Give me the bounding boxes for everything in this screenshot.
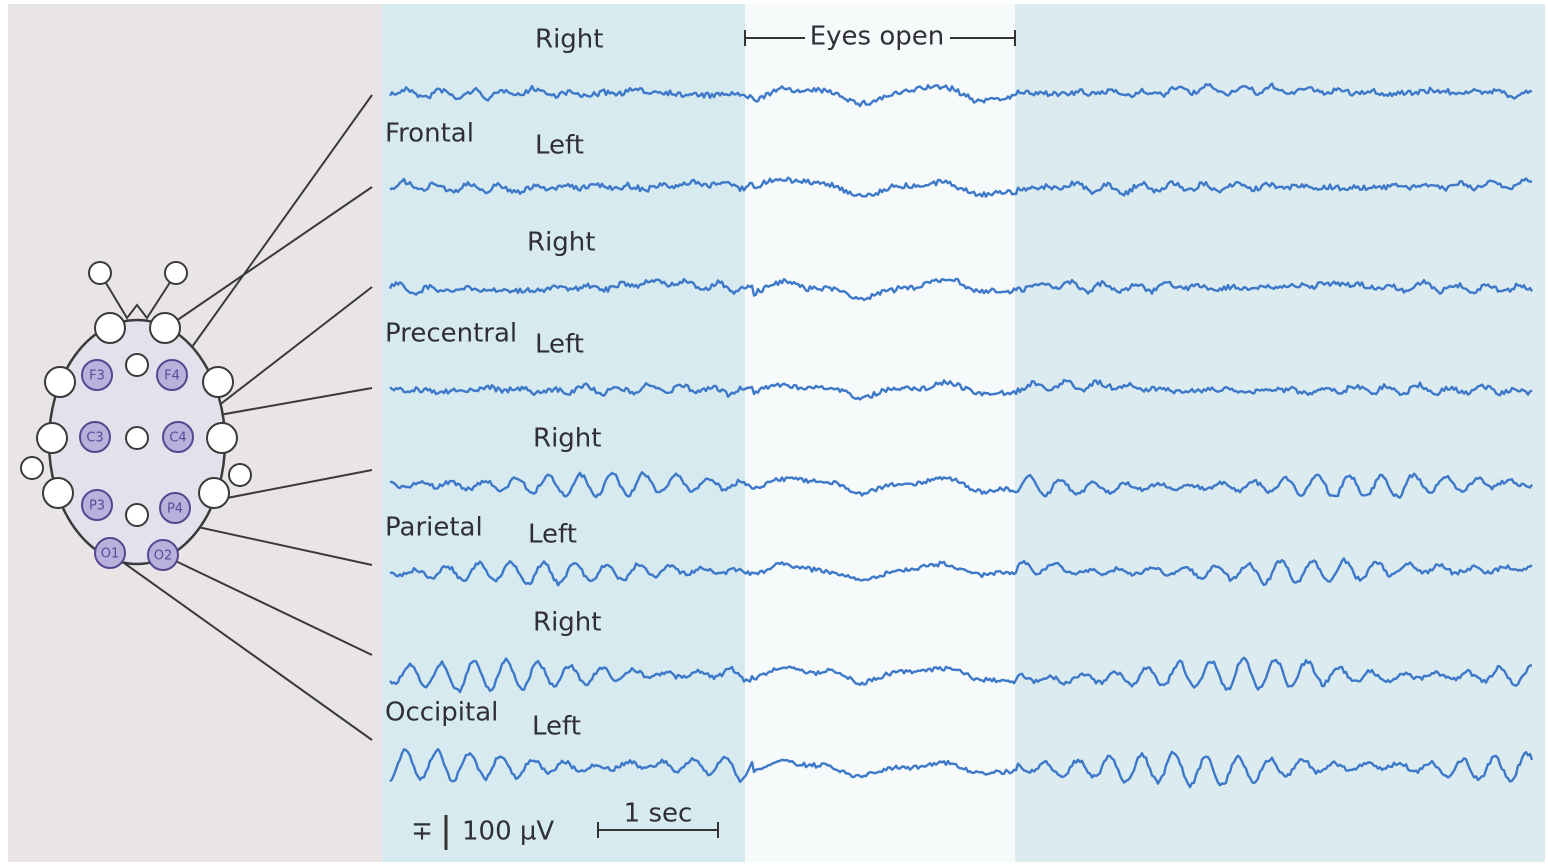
time-label: 1 sec	[624, 799, 693, 829]
eyes-open-band	[745, 4, 1015, 862]
side-label: Right	[527, 228, 595, 258]
electrode-site	[126, 354, 148, 376]
electrode: F3	[82, 360, 112, 390]
electrode-site	[21, 457, 43, 479]
eyes-closed-band	[1015, 4, 1545, 862]
electrode-label: O1	[101, 547, 120, 562]
electrode-site	[37, 423, 67, 453]
electrode-site	[126, 427, 148, 449]
electrode-site	[150, 313, 180, 343]
side-label: Right	[533, 608, 601, 638]
electrode: P4	[160, 493, 190, 523]
region-label: Frontal	[385, 119, 474, 149]
eeg-figure: F3 F4 C3 C4 P3 P4 O1 O2 Eyes open ∓ 100 µV 1 se…	[0, 0, 1548, 865]
electrode-site	[203, 367, 233, 397]
electrode-label: P3	[89, 499, 105, 514]
electrode: O1	[95, 538, 125, 568]
side-label: Left	[532, 712, 581, 742]
electrode-site	[165, 262, 187, 284]
eyes-open-label: Eyes open	[810, 22, 945, 52]
electrode-site	[199, 478, 229, 508]
electrode-label: P4	[167, 502, 183, 517]
electrode-site	[43, 478, 73, 508]
amplitude-symbol: ∓	[411, 817, 433, 847]
electrode: F4	[157, 360, 187, 390]
electrode: O2	[148, 540, 178, 570]
region-label: Parietal	[385, 513, 483, 543]
side-label: Left	[535, 131, 584, 161]
region-label: Occipital	[385, 698, 498, 728]
region-label: Precentral	[385, 319, 517, 349]
side-label: Left	[535, 330, 584, 360]
electrode: C3	[80, 422, 110, 452]
electrode-site	[89, 262, 111, 284]
electrode: C4	[163, 422, 193, 452]
electrode-label: C3	[86, 431, 103, 446]
side-label: Right	[535, 25, 603, 55]
electrode-label: F4	[164, 369, 180, 384]
electrode-label: F3	[89, 369, 105, 384]
electrode-label: C4	[169, 431, 186, 446]
electrode: P3	[82, 490, 112, 520]
electrode-site	[126, 504, 148, 526]
electrode-label: O2	[154, 549, 173, 564]
side-label: Left	[528, 520, 577, 550]
electrode-site	[45, 367, 75, 397]
side-label: Right	[533, 424, 601, 454]
amplitude-label: 100 µV	[462, 817, 554, 847]
electrode-site	[207, 423, 237, 453]
electrode-site	[229, 464, 251, 486]
electrode-site	[95, 313, 125, 343]
